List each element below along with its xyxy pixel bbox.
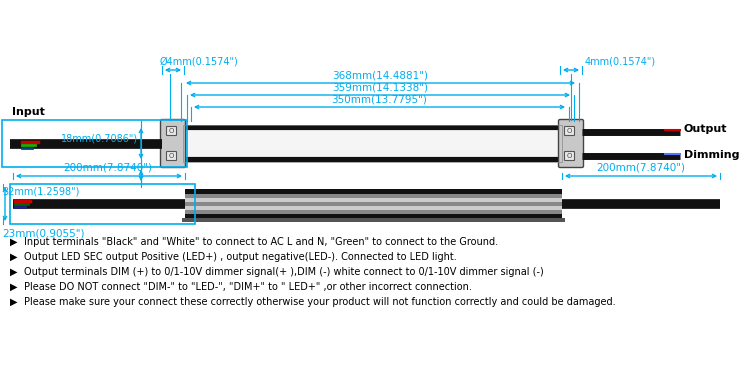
Bar xyxy=(2,120,187,167)
Text: 200mm(7.8740"): 200mm(7.8740") xyxy=(596,163,686,173)
Text: 200mm(7.8740"): 200mm(7.8740") xyxy=(63,163,152,173)
Bar xyxy=(183,157,562,162)
Bar xyxy=(183,125,562,162)
Text: 4mm(0.1574"): 4mm(0.1574") xyxy=(585,56,656,66)
Text: 359mm(14.1338"): 359mm(14.1338") xyxy=(332,83,428,93)
FancyBboxPatch shape xyxy=(166,126,176,135)
Text: Input terminals "Black" and "White" to connect to AC L and N, "Green" to connect: Input terminals "Black" and "White" to c… xyxy=(24,237,498,247)
Text: O: O xyxy=(567,128,572,134)
Text: Output LED SEC output Positive (LED+) , output negative(LED-). Connected to LED : Output LED SEC output Positive (LED+) , … xyxy=(24,252,457,262)
Text: Input: Input xyxy=(12,107,45,117)
Bar xyxy=(185,202,562,206)
FancyBboxPatch shape xyxy=(166,151,176,161)
Bar xyxy=(185,198,562,202)
Text: 18mm(0.7086"): 18mm(0.7086") xyxy=(61,133,138,144)
Text: Ø4mm(0.1574"): Ø4mm(0.1574") xyxy=(160,56,238,66)
Bar xyxy=(185,214,562,218)
FancyBboxPatch shape xyxy=(160,119,185,167)
Bar xyxy=(185,210,562,214)
FancyBboxPatch shape xyxy=(565,126,574,135)
Bar xyxy=(185,190,562,194)
FancyBboxPatch shape xyxy=(559,119,584,167)
Bar xyxy=(183,125,562,130)
Text: 32mm(1.2598"): 32mm(1.2598") xyxy=(2,187,80,197)
Bar xyxy=(185,194,562,198)
Text: O: O xyxy=(169,128,174,134)
Text: O: O xyxy=(567,153,572,159)
Text: 350mm(13.7795"): 350mm(13.7795") xyxy=(332,95,427,105)
Text: Please DO NOT connect "DIM-" to "LED-", "DIM+" to " LED+" ,or other incorrect co: Please DO NOT connect "DIM-" to "LED-", … xyxy=(24,282,472,292)
Bar xyxy=(183,125,562,162)
Bar xyxy=(185,215,562,218)
Text: ▶: ▶ xyxy=(10,252,17,262)
Text: Please make sure your connect these correctly otherwise your product will not fu: Please make sure your connect these corr… xyxy=(24,297,616,307)
Bar xyxy=(185,190,562,218)
Bar xyxy=(10,184,195,224)
Text: 368mm(14.4881"): 368mm(14.4881") xyxy=(332,71,428,81)
Text: ▶: ▶ xyxy=(10,297,17,307)
Text: ▶: ▶ xyxy=(10,267,17,277)
Bar xyxy=(185,131,560,156)
Bar xyxy=(185,189,562,193)
Text: Output: Output xyxy=(684,124,728,134)
Text: ▶: ▶ xyxy=(10,282,17,292)
Text: Output terminals DIM (+) to 0/1-10V dimmer signal(+ ),DIM (-) white connect to 0: Output terminals DIM (+) to 0/1-10V dimm… xyxy=(24,267,544,277)
Text: O: O xyxy=(169,153,174,159)
Text: Dimming: Dimming xyxy=(684,150,740,160)
Text: 23mm(0.9055"): 23mm(0.9055") xyxy=(2,228,85,238)
Bar xyxy=(185,206,562,210)
FancyBboxPatch shape xyxy=(565,151,574,161)
Bar xyxy=(182,218,565,222)
Text: ▶: ▶ xyxy=(10,237,17,247)
